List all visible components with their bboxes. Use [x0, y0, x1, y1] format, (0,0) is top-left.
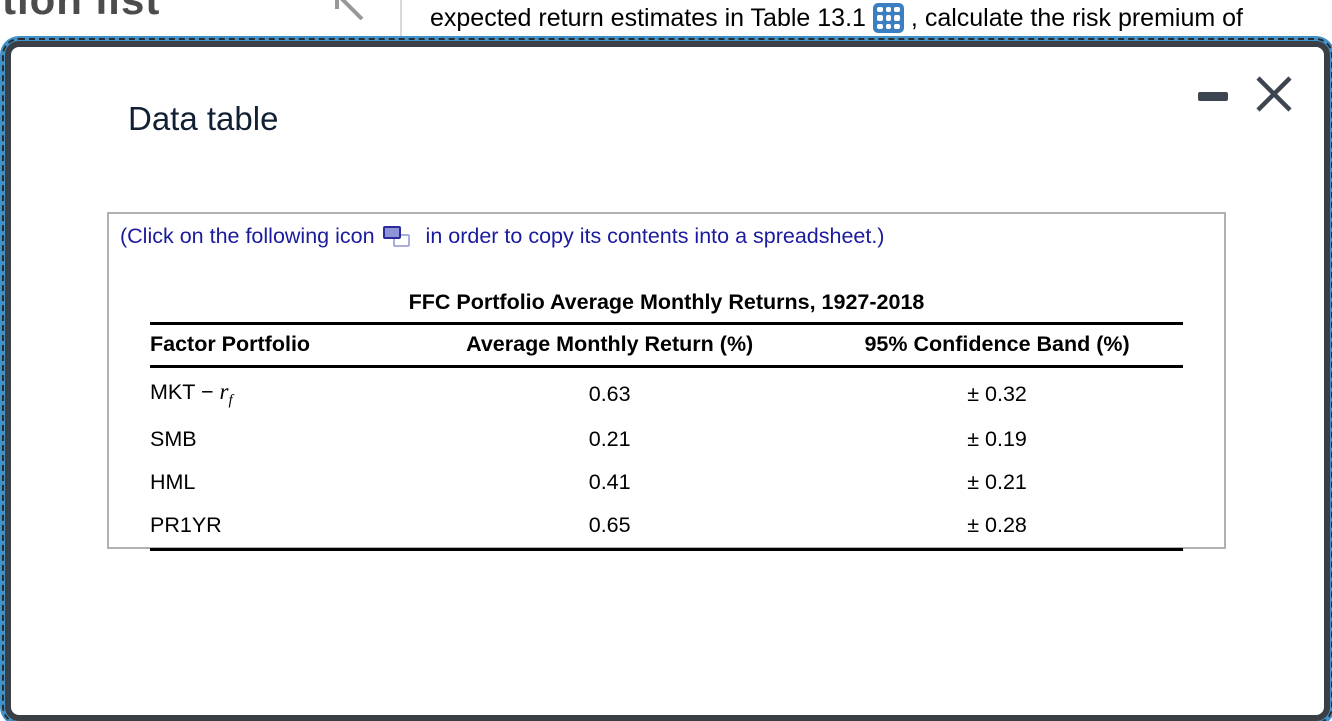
factor-cell: MKT − rf: [150, 379, 233, 409]
question-text-before: expected return estimates in Table 13.1: [430, 3, 866, 32]
close-icon: [1256, 76, 1292, 112]
modal-title: Data table: [128, 100, 279, 137]
data-table-modal: Data table (Click on the following icon …: [2, 38, 1332, 721]
factor-cell: PR1YR: [150, 513, 222, 538]
copy-instruction-before: (Click on the following icon: [120, 224, 375, 248]
minimize-icon: [1198, 91, 1228, 101]
panel-divider: [400, 0, 402, 44]
table-title: FFC Portfolio Average Monthly Returns, 1…: [408, 290, 925, 314]
column-header: Factor Portfolio: [150, 332, 311, 356]
column-header: 95% Confidence Band (%): [864, 332, 1130, 356]
confidence-band-cell: ± 0.28: [967, 513, 1027, 538]
returns-table-wrap: FFC Portfolio Average Monthly Returns, 1…: [150, 290, 1183, 551]
collapse-arrow-icon[interactable]: [326, 0, 366, 20]
confidence-band-cell: ± 0.19: [967, 427, 1027, 452]
table-row: HML 0.41 ± 0.21: [150, 462, 1183, 505]
question-text-after: , calculate the risk premium of: [910, 3, 1243, 32]
top-bar: tion list: [0, 0, 1332, 36]
minimize-button[interactable]: [1198, 87, 1232, 105]
confidence-band-cell: ± 0.21: [967, 470, 1027, 495]
question-text: expected return estimates in Table 13.1 …: [430, 2, 1243, 34]
copy-instruction-after: in order to copy its contents into a spr…: [425, 224, 885, 248]
factor-cell: SMB: [150, 427, 197, 452]
avg-return-cell: 0.41: [588, 470, 631, 495]
avg-return-cell: 0.65: [588, 513, 631, 538]
copy-instruction: (Click on the following icon in order to…: [120, 224, 884, 249]
table-icon[interactable]: [872, 3, 904, 33]
avg-return-cell: 0.63: [588, 381, 631, 406]
close-button[interactable]: [1253, 73, 1295, 115]
table-panel: (Click on the following icon in order to…: [107, 212, 1226, 551]
table-row: MKT − rf 0.63 ± 0.32: [150, 367, 1183, 420]
factor-cell: HML: [150, 470, 196, 495]
partial-heading: tion list: [2, 0, 160, 24]
table-row: PR1YR 0.65 ± 0.28: [150, 505, 1183, 550]
table-row: SMB 0.21 ± 0.19: [150, 419, 1183, 462]
returns-table-body: MKT − rf 0.63 ± 0.32 SMB 0.21 ± 0.19 HML 0.41 ± …: [150, 367, 1183, 550]
avg-return-cell: 0.21: [588, 427, 631, 452]
returns-table: FFC Portfolio Average Monthly Returns, 1…: [150, 290, 1183, 551]
copy-icon[interactable]: [382, 225, 412, 248]
returns-table-header-row: Factor Portfolio Average Monthly Return (…: [150, 323, 1183, 367]
confidence-band-cell: ± 0.32: [967, 381, 1027, 406]
column-header: Average Monthly Return (%): [466, 332, 754, 356]
